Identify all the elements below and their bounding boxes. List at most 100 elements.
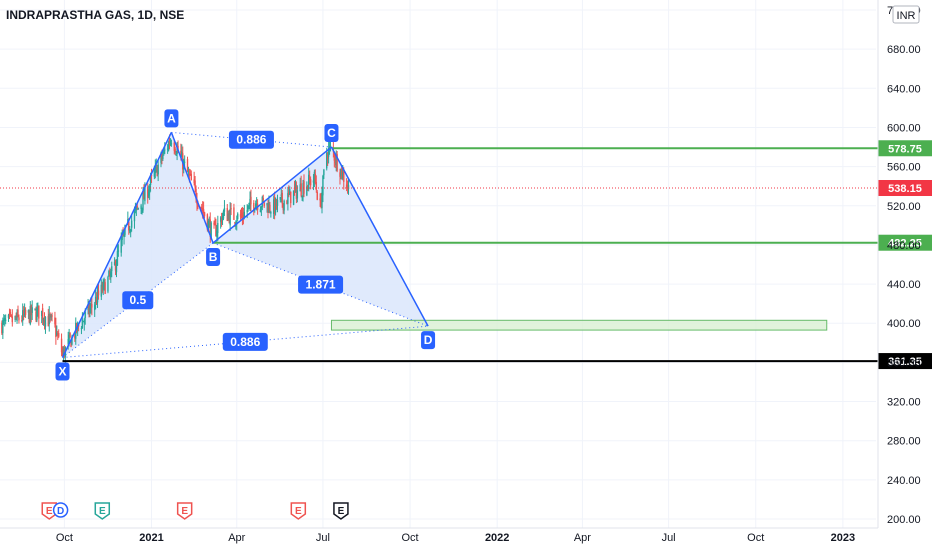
candle [303,181,305,194]
candle [63,347,66,357]
candle [295,185,298,199]
pattern-leg [212,146,332,244]
earnings-icon [176,502,193,520]
candle [173,142,175,151]
time-tick: 2021 [139,532,163,544]
candle [120,239,122,253]
candle [29,306,32,325]
candle [115,263,118,273]
candle [153,171,156,177]
candle [54,317,56,325]
candle [166,148,169,150]
candle [237,213,239,220]
price-tick: 440.00 [887,279,921,291]
ratio-label: 1.871 [306,278,336,292]
candle [328,145,331,149]
candle [302,183,304,195]
earnings-icon [290,502,307,520]
candle [94,304,96,311]
candle [208,221,210,223]
candle [308,177,311,180]
candle [188,174,191,176]
pattern-triangle-xab [62,132,214,358]
pattern-leg [330,146,429,327]
time-tick: Apr [574,532,591,544]
pattern-point-label: D [424,333,433,347]
pattern-point-badge [55,362,70,381]
candle [34,308,36,310]
price-tick: 280.00 [887,436,921,448]
event-marker[interactable]: E [176,502,193,520]
candle [107,277,109,292]
candle [187,171,190,173]
candle [253,202,255,210]
candle [74,335,76,339]
price-axis[interactable]: 200.00 240.00 280.00 320.00 360.00 400.00 440.… [877,0,921,528]
candle [37,305,39,310]
time-tick: Oct [747,532,764,544]
candle [21,320,23,322]
time-tick: Jul [662,532,676,544]
event-marker[interactable]: E [333,502,349,520]
candle [14,315,16,320]
time-axis[interactable]: Oct 2021 Apr Jul Oct 2022 Apr Jul Oct 2023 [0,527,878,544]
candle [113,261,116,265]
time-tick: Jul [316,532,330,544]
candle [156,166,158,177]
candle [133,211,136,222]
candle [109,273,111,276]
candle [329,145,332,147]
candle [101,286,103,292]
candle [135,206,138,211]
pattern-triangle-bcd [213,147,429,327]
price-tick: 400.00 [887,318,921,330]
candle [11,316,14,323]
candle [48,313,50,325]
candle [269,204,271,211]
candle [292,190,295,205]
level-price-label: 578.75 [888,143,922,155]
event-marker[interactable]: E [41,502,57,520]
event-label: E [338,506,345,517]
candle [163,149,165,154]
candle [226,207,228,222]
candle [129,229,132,233]
candle [309,179,312,186]
candle [4,319,7,321]
price-tick: 600.00 [887,122,921,134]
event-marker[interactable]: D [52,502,69,518]
candle [180,150,182,157]
candle [36,308,38,321]
candle [216,231,218,237]
candle [339,172,341,177]
candle [240,214,243,216]
candle [128,221,130,231]
event-marker[interactable]: E [290,502,307,520]
candle [307,185,309,187]
candle [144,187,146,202]
candle [1,322,3,334]
candle [164,149,166,151]
candle [22,310,25,315]
price-tick: 240.00 [887,475,921,487]
candle [62,348,65,357]
candle [38,305,40,319]
candle [326,155,329,159]
ratio-badge [228,130,274,149]
ratio-label: 0.886 [230,335,260,349]
ratio-label: 0.5 [129,293,146,307]
event-marker[interactable]: E [94,502,111,520]
candle [283,200,285,211]
harmonic-pattern[interactable]: 0.5 0.886 1.871 0.886 X A B C D [55,109,436,381]
level-price-tag [878,353,932,370]
candle [91,304,93,308]
candle [319,198,321,201]
candle [147,191,150,196]
time-tick: Oct [56,532,73,544]
currency-badge[interactable] [892,5,920,24]
candle [58,333,60,337]
target-zone [330,319,828,331]
levels: 578.75 482.25 361.35 538.15 [0,140,932,370]
